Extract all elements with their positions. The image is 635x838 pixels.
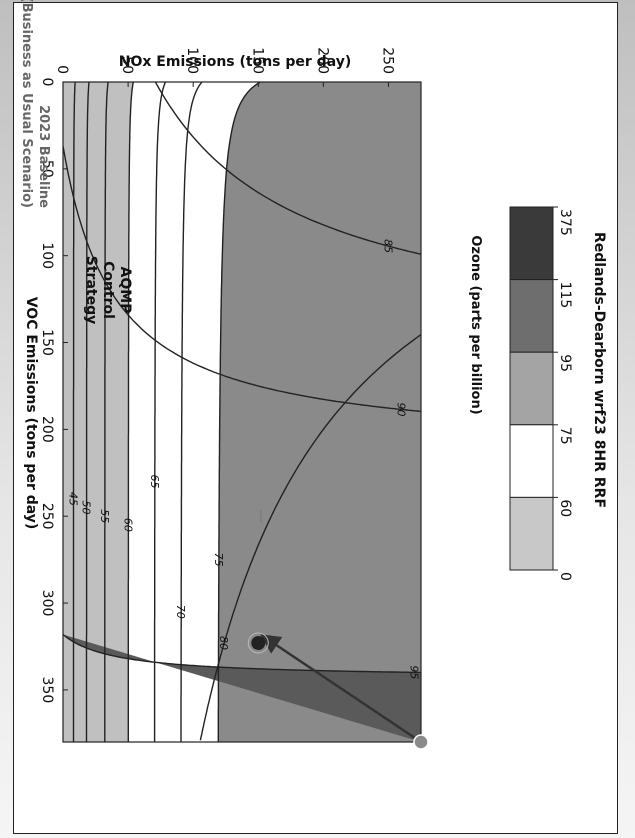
contour-label-90: 90 [394,402,407,416]
colorbar-tick-label: 95 [557,354,573,372]
colorbar-segment-1 [509,279,554,353]
colorbar-tick-label: 115 [557,282,573,309]
contour-line-55 [104,82,109,742]
contour-label-70: 70 [174,605,187,619]
aqmp-marker-halo [247,632,269,654]
colorbar-segment-2 [509,351,554,426]
contour-line-90 [63,145,421,414]
x-tick-label: 200 [39,416,55,443]
y-tick-label: 250 [379,47,395,74]
strategy-arrow [260,634,422,744]
x-tick-label: 250 [39,503,55,530]
aqmp-label-line3: Strategy [83,256,99,324]
colorbar-segment-4 [509,496,554,571]
x-tick-label: 300 [39,590,55,617]
y-tick-label: 50 [119,56,135,74]
aqmp-marker [251,636,266,650]
plot-border [62,81,422,743]
band-above-95 [63,634,421,742]
contour-label-65: 65 [148,474,161,488]
y-tick-label: 100 [184,47,200,74]
y-tick-label: 200 [314,47,330,74]
colorbar-tick-label: 0 [557,572,573,581]
chart-title: Redlands-Dearborn wrf23 8HR RRF [591,232,607,508]
colorbar-tick-label: 375 [557,209,573,236]
baseline-label-line1: 2023 Baseline [36,105,51,208]
contour-line-95 [63,633,421,674]
colorbar: 375 115 95 75 60 0 [509,206,573,581]
x-tick-label: 100 [39,242,55,269]
colorbar-tick-label: 75 [557,427,573,445]
colorbar-segment-0 [509,206,554,281]
contour-line-70 [180,82,203,742]
x-axis-label: VOC Emissions (tons per day) [23,297,39,530]
contour-label-50: 50 [80,501,93,515]
y-tick-label: 0 [54,65,70,74]
x-tick-label: 350 [39,677,55,704]
colorbar-tick-label: 60 [557,499,573,517]
baseline-label-line2: (Business as Usual Scenario) [19,0,34,208]
contour-label-75: 75 [212,553,225,567]
contour-line-50 [85,82,90,742]
baseline-marker [413,734,429,750]
contour-line-80 [199,83,421,741]
y-axis-label: NOx Emissions (tons per day) [119,54,351,70]
contour-label-80: 80 [217,636,230,650]
band-below-60 [63,82,134,742]
contour-line-75 [217,82,261,742]
contour-label-85: 85 [381,239,394,253]
contour-line-60 [127,82,134,742]
contour-line-65 [153,82,167,742]
contour-line-85 [63,82,421,260]
contour-label-95: 95 [407,665,420,679]
colorbar-segment-3 [509,424,554,498]
contour-label-55: 55 [98,509,111,523]
x-tick-label: 0 [39,78,55,87]
y-tick-label: 150 [249,47,265,74]
contour-line-45 [72,82,76,742]
x-tick-label: 50 [39,160,55,178]
aqmp-label-line2: Control [100,261,116,319]
aqmp-label-line1: AQMP [117,267,133,314]
colorbar-title: Ozone (parts per billion) [468,235,483,414]
contour-label-45: 45 [67,492,80,506]
chart-labels: Redlands-Dearborn wrf23 8HR RRF VOC Emis… [19,0,607,529]
x-tick-label: 150 [39,329,55,356]
plot-area: 4550556065707580859095050100150200250300… [39,47,429,750]
contour-label-60: 60 [121,518,134,532]
